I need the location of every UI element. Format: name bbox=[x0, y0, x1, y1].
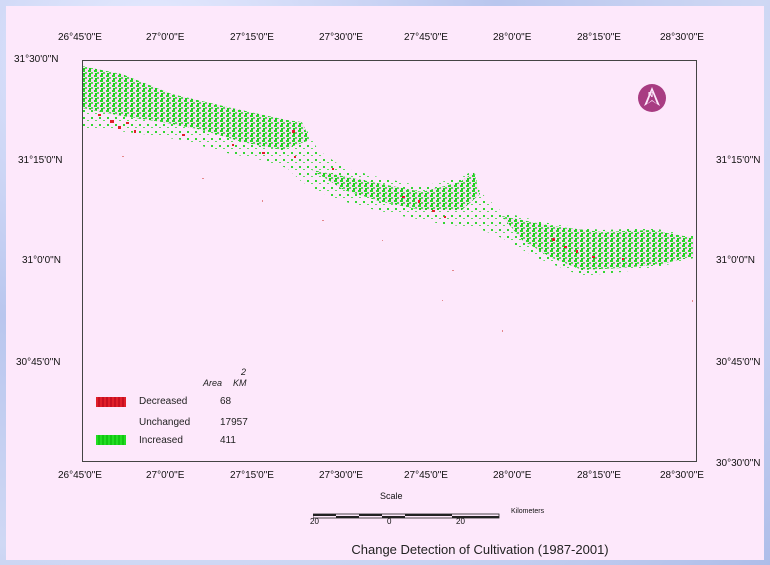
map-title: Change Detection of Cultivation (1987-20… bbox=[351, 542, 609, 557]
right-lat-label: 31°0'0"N bbox=[716, 255, 755, 266]
change-map bbox=[82, 66, 694, 332]
right-lat-label: 30°45'0"N bbox=[716, 357, 761, 368]
bottom-lon-label: 28°0'0"E bbox=[493, 470, 532, 481]
scale-tick-left: 20 bbox=[310, 517, 319, 526]
right-lat-label: 31°15'0"N bbox=[716, 155, 761, 166]
legend-unit-header: KM bbox=[233, 378, 247, 388]
legend-increased-label: Increased bbox=[139, 435, 183, 446]
legend-unit-exponent: 2 bbox=[241, 367, 247, 377]
top-lon-label: 28°0'0"E bbox=[493, 32, 532, 43]
legend-unchanged-label: Unchanged bbox=[139, 417, 191, 428]
bottom-lon-label: 27°0'0"E bbox=[146, 470, 185, 481]
legend-decreased-label: Decreased bbox=[139, 396, 188, 407]
left-lat-label: 31°30'0"N bbox=[14, 54, 59, 65]
left-lat-label: 30°45'0"N bbox=[16, 357, 61, 368]
left-lat-label: 31°15'0"N bbox=[18, 155, 63, 166]
bottom-lon-label: 27°30'0"E bbox=[319, 470, 363, 481]
bottom-lon-label: 28°15'0"E bbox=[577, 470, 621, 481]
decreased-cultivation-spots bbox=[98, 114, 624, 260]
legend-increased-swatch bbox=[96, 435, 126, 445]
map-frame bbox=[82, 60, 697, 462]
legend-decreased-swatch bbox=[96, 397, 126, 407]
legend-unchanged-value: 17957 bbox=[220, 417, 248, 428]
scale-bar bbox=[312, 508, 503, 526]
legend-increased-value: 411 bbox=[220, 435, 236, 446]
scale-unit-label: Kilometers bbox=[511, 508, 545, 515]
scale-label: Scale bbox=[380, 491, 403, 501]
right-lat-label: 30°30'0"N bbox=[716, 458, 761, 469]
scale-tick-zero: 0 bbox=[387, 517, 392, 526]
bottom-lon-label: 28°30'0"E bbox=[660, 470, 704, 481]
top-lon-label: 28°15'0"E bbox=[577, 32, 621, 43]
legend-decreased-value: 68 bbox=[220, 396, 232, 407]
scattered-pixels bbox=[122, 156, 693, 332]
bottom-lon-label: 27°15'0"E bbox=[230, 470, 274, 481]
north-arrow-letter: N bbox=[648, 92, 654, 99]
scale-bar-graphic bbox=[312, 513, 500, 519]
top-lon-label: 27°30'0"E bbox=[319, 32, 363, 43]
bottom-lon-label: 27°45'0"E bbox=[404, 470, 448, 481]
legend-area-header: Area bbox=[203, 378, 223, 388]
left-lat-label: 31°0'0"N bbox=[22, 255, 61, 266]
scale-tick-right: 20 bbox=[456, 517, 465, 526]
top-lon-label: 27°45'0"E bbox=[404, 32, 448, 43]
bottom-lon-label: 26°45'0"E bbox=[58, 470, 102, 481]
north-arrow bbox=[638, 84, 666, 112]
top-lon-label: 26°45'0"E bbox=[58, 32, 102, 43]
top-lon-label: 27°15'0"E bbox=[230, 32, 274, 43]
top-lon-label: 27°0'0"E bbox=[146, 32, 185, 43]
top-lon-label: 28°30'0"E bbox=[660, 32, 704, 43]
